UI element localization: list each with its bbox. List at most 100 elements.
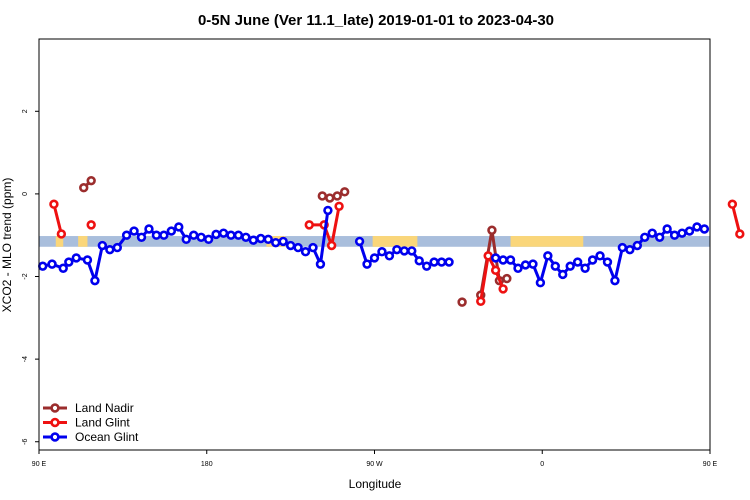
data-point	[317, 191, 328, 201]
y-tick-label: -2	[22, 273, 29, 279]
data-point	[684, 226, 695, 236]
data-point	[457, 297, 467, 307]
data-point	[332, 191, 342, 201]
band-highlight	[55, 236, 64, 247]
x-axis-label: Longitude	[349, 477, 402, 491]
data-point	[47, 259, 57, 269]
chart-title: 0-5N June (Ver 11.1_late) 2019-01-01 to …	[198, 12, 554, 29]
data-point	[476, 296, 486, 306]
data-point	[263, 234, 273, 245]
data-point	[595, 251, 605, 261]
series-line	[309, 206, 341, 248]
data-point	[339, 187, 350, 197]
data-point	[669, 230, 680, 240]
series-line	[730, 203, 742, 235]
band-highlight	[510, 236, 584, 247]
data-point	[174, 222, 184, 232]
data-point	[49, 199, 59, 209]
data-point	[483, 251, 493, 261]
data-point	[64, 257, 74, 267]
data-point	[384, 251, 395, 261]
data-point	[572, 257, 583, 267]
data-point	[218, 228, 229, 238]
data-point	[617, 242, 628, 253]
legend-item-ocean-glint: Ocean Glint	[43, 430, 139, 444]
y-tick-label: -6	[22, 439, 29, 445]
data-point	[271, 237, 281, 248]
y-axis: 2 0 -2 -4 -6	[22, 109, 39, 445]
data-point	[535, 278, 546, 288]
series-layer	[38, 175, 745, 307]
data-point	[444, 257, 454, 267]
data-point	[369, 253, 380, 263]
data-point	[610, 275, 620, 286]
data-point	[558, 269, 568, 280]
data-point	[300, 247, 311, 257]
legend-swatch-marker	[50, 403, 60, 413]
data-point	[677, 228, 687, 238]
data-point	[392, 244, 402, 255]
data-point	[121, 230, 132, 240]
x-tick-label: 90 E	[703, 461, 718, 468]
series-land-glint	[49, 199, 745, 306]
y-tick-label: 2	[22, 109, 29, 113]
x-axis: 90 E 180 90 W 0 90 E	[32, 450, 718, 468]
data-point	[325, 193, 335, 203]
data-point	[528, 259, 538, 269]
data-point	[136, 232, 147, 242]
legend-label: Land Glint	[75, 416, 130, 430]
data-point	[602, 257, 613, 267]
band-highlight	[372, 236, 418, 247]
data-point	[129, 226, 139, 236]
data-point	[293, 242, 303, 253]
data-point	[56, 229, 67, 239]
data-point	[226, 230, 236, 240]
data-point	[144, 224, 154, 234]
x-tick-label: 90 E	[32, 461, 47, 468]
data-point	[662, 224, 672, 234]
band-highlight	[78, 236, 88, 247]
data-point	[233, 230, 244, 240]
series-line	[52, 203, 63, 235]
data-point	[285, 240, 296, 251]
data-point	[377, 247, 387, 257]
data-point	[211, 229, 221, 240]
y-tick-label: -4	[22, 356, 29, 362]
data-point	[399, 246, 410, 256]
data-point	[334, 201, 344, 211]
data-point	[362, 259, 372, 269]
data-point	[82, 255, 93, 265]
data-point	[71, 253, 81, 263]
series-ocean-glint	[38, 205, 710, 288]
data-point	[429, 257, 439, 267]
data-point	[436, 257, 447, 267]
data-point	[97, 240, 108, 251]
data-point	[248, 235, 259, 245]
data-point	[203, 234, 214, 245]
data-point	[166, 226, 177, 236]
data-point	[421, 261, 432, 271]
data-point	[505, 255, 516, 265]
data-point	[278, 236, 288, 247]
data-point	[543, 251, 553, 261]
data-point	[692, 222, 702, 232]
data-point	[587, 255, 598, 265]
data-point	[654, 232, 665, 242]
data-point	[520, 260, 531, 270]
data-point	[326, 240, 337, 251]
legend-item-land-glint: Land Glint	[43, 416, 130, 430]
data-point	[159, 230, 169, 240]
data-point	[112, 242, 122, 253]
legend-swatch-marker	[50, 432, 60, 442]
data-point	[86, 175, 96, 186]
legend-swatch-marker	[50, 417, 60, 428]
data-point	[632, 240, 643, 251]
data-point	[487, 225, 497, 235]
data-point	[625, 244, 635, 255]
data-point	[640, 232, 650, 242]
y-tick-label: 0	[22, 192, 29, 196]
data-point	[308, 242, 318, 253]
data-point	[565, 261, 575, 271]
data-point	[90, 275, 100, 286]
